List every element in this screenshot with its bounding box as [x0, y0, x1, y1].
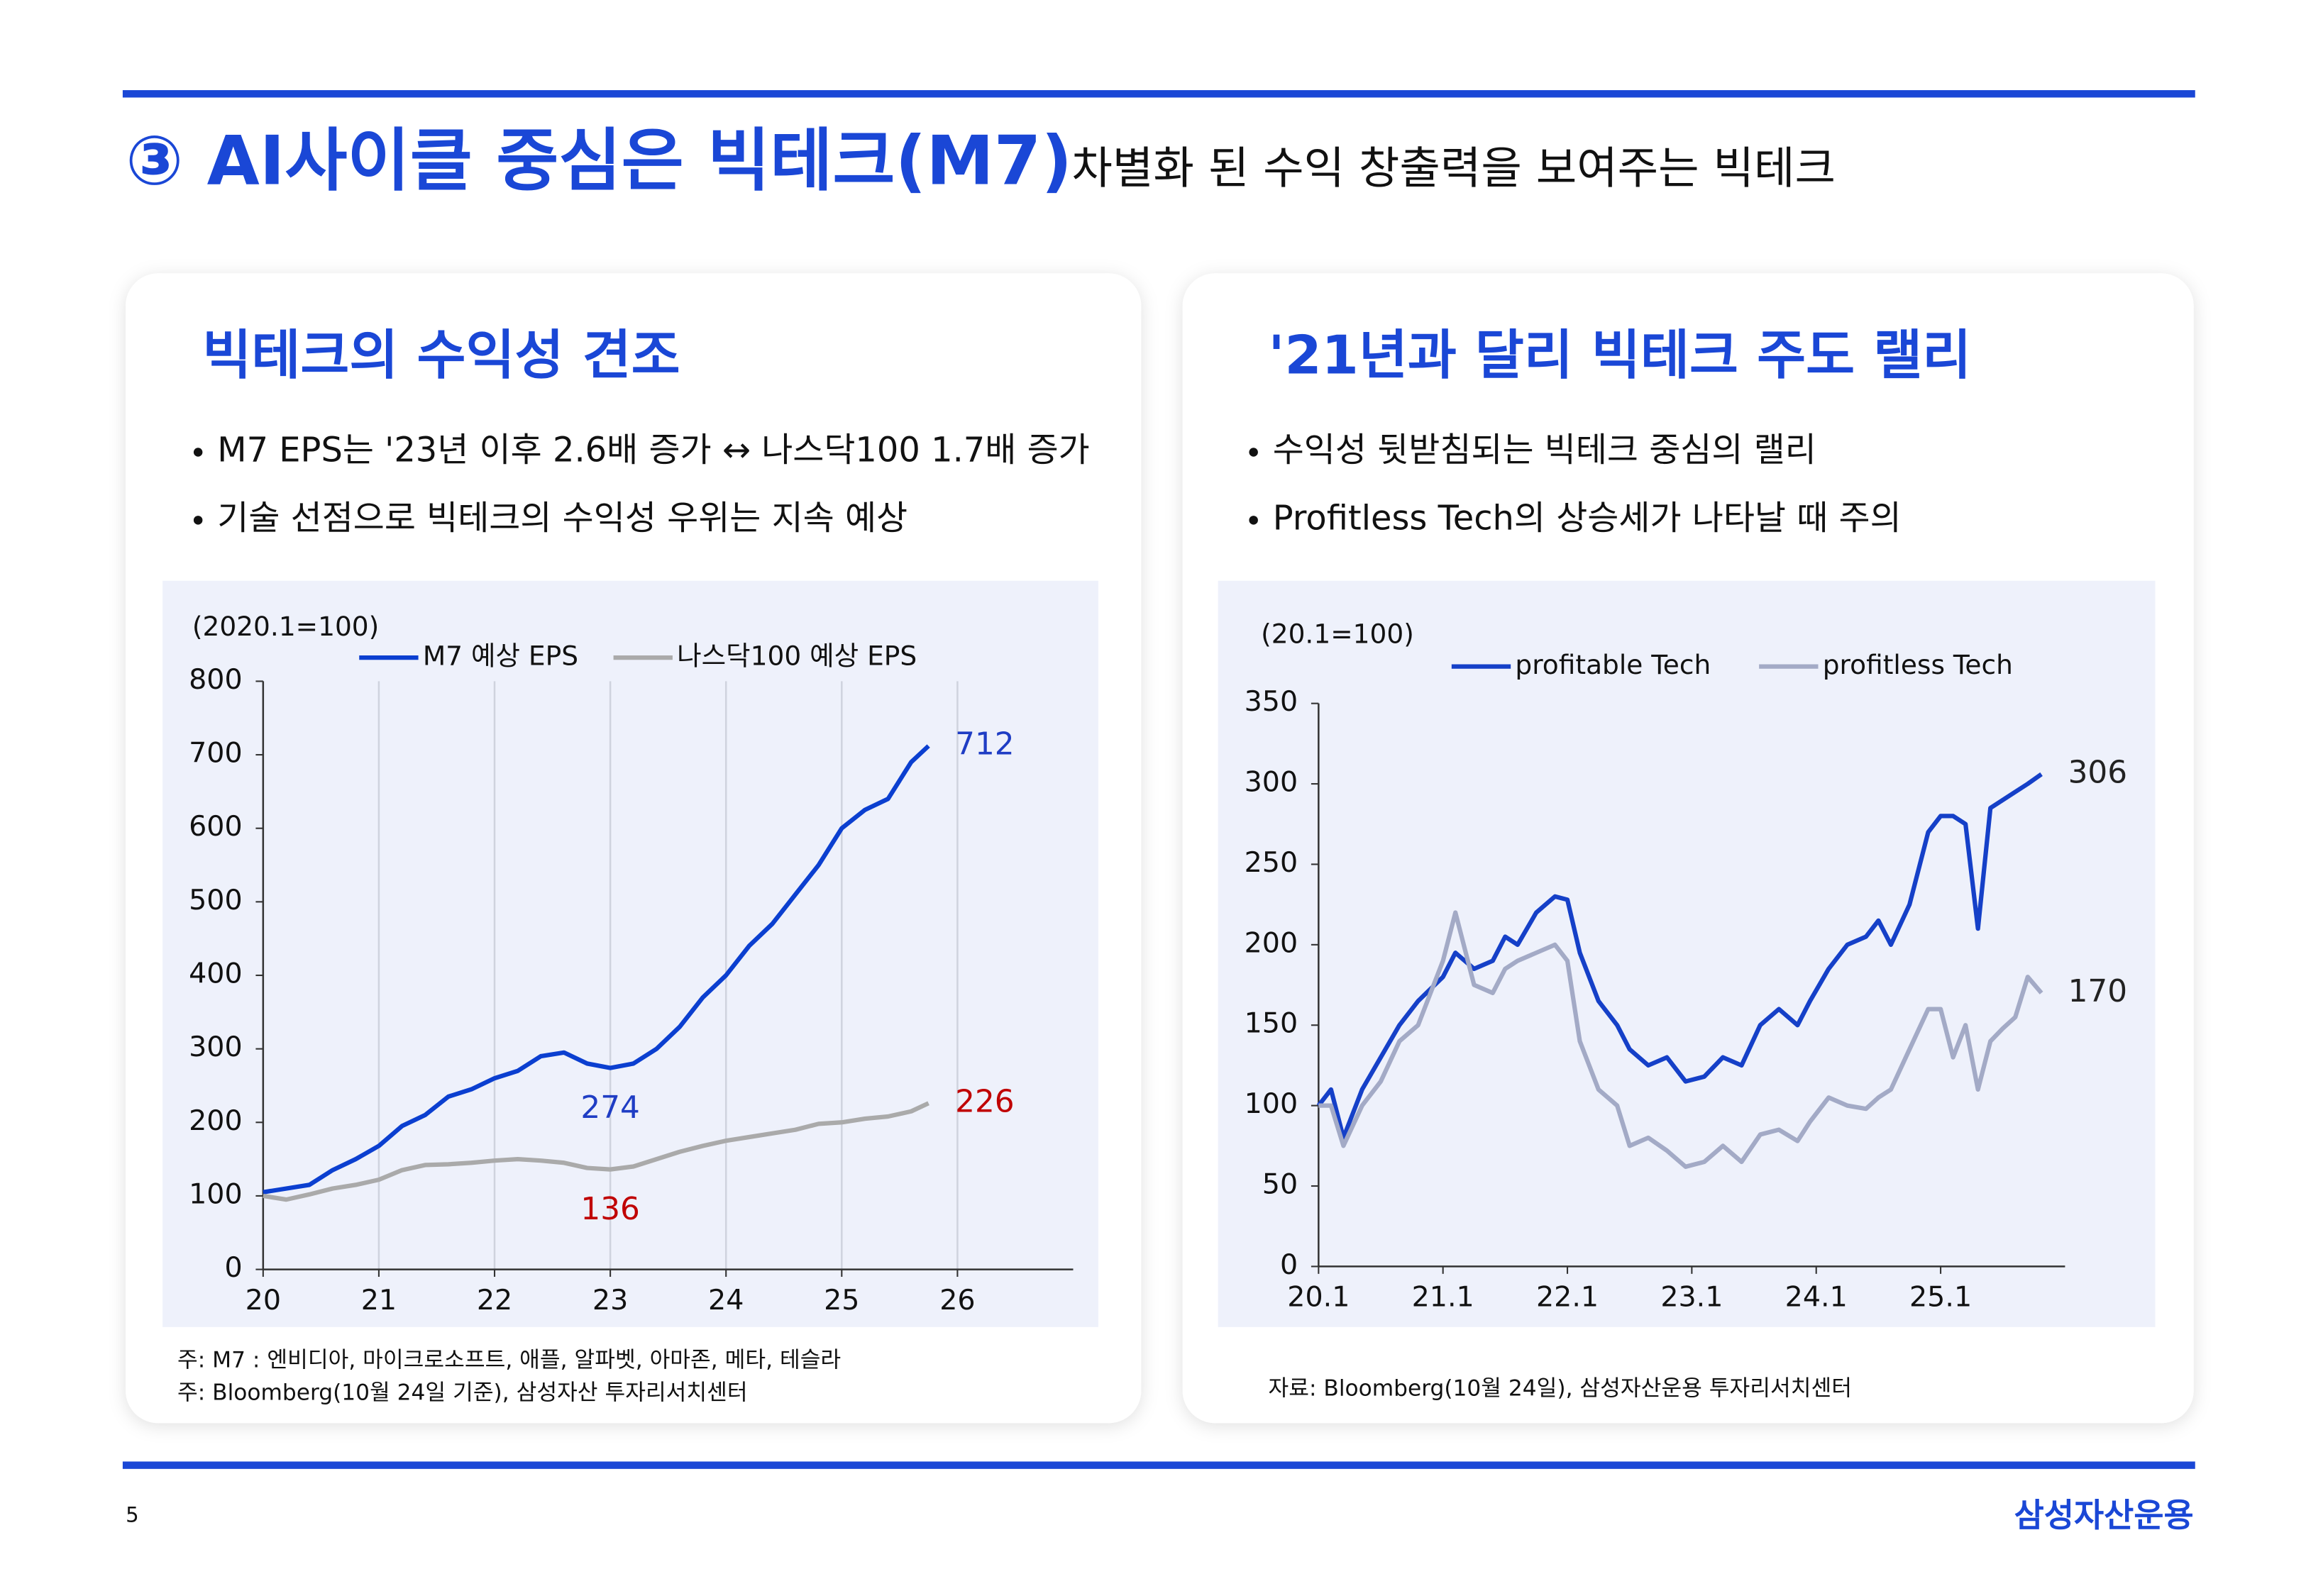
page-number: 5 [126, 1503, 139, 1527]
y-tick-label: 100 [1245, 1087, 1298, 1120]
y-tick-label: 400 [189, 958, 243, 990]
y-tick-label: 800 [189, 663, 243, 696]
x-tick-label: 23.1 [1660, 1281, 1723, 1314]
x-tick-label: 21.1 [1412, 1281, 1474, 1314]
legend-label: M7 예상 EPS [423, 641, 578, 672]
series-line [263, 744, 930, 1195]
bullet: 수익성 뒷받침되는 빅테크 중심의 랠리 [1273, 431, 1816, 470]
source-note: 자료: Bloomberg(10월 24일), 삼성자산운용 투자리서치센터 [1269, 1375, 1852, 1401]
y-tick-label: 200 [189, 1104, 243, 1137]
y-tick-label: 300 [1245, 766, 1298, 799]
x-tick-label: 26 [939, 1284, 975, 1317]
bullet: Profitless Tech의 상승세가 나타날 때 주의 [1273, 499, 1902, 538]
y-tick-label: 600 [189, 810, 243, 843]
top-rule [122, 90, 2195, 98]
y-tick-label: 250 [1245, 846, 1298, 879]
logo: 삼성자산운용 [2014, 1496, 2194, 1534]
data-label: 274 [580, 1090, 640, 1126]
bullet: M7 EPS는 '23년 이후 2.6배 증가 ↔ 나스닥100 1.7배 증가 [217, 431, 1089, 470]
series-line [1318, 910, 2043, 1169]
chart-background [162, 580, 1098, 1327]
y-tick-label: 300 [189, 1031, 243, 1063]
x-tick-label: 20.1 [1287, 1281, 1350, 1314]
y-tick-label: 0 [1280, 1248, 1298, 1281]
legend-label: 나스닥100 예상 EPS [677, 641, 917, 672]
data-label: 226 [955, 1083, 1015, 1119]
slide-subtitle: 차별화 된 수익 창출력을 보여주는 빅테크 [1071, 143, 1836, 194]
x-tick-label: 23 [592, 1284, 628, 1317]
x-tick-label: 22 [477, 1284, 512, 1317]
bullet-dot [193, 448, 203, 457]
series-line [1316, 772, 2043, 1141]
data-label: 306 [2068, 754, 2128, 790]
slide-title: ③ AI사이클 중심은 빅테크(M7) [126, 121, 1072, 201]
x-tick-label: 25.1 [1909, 1281, 1972, 1314]
bottom-rule [122, 1461, 2195, 1469]
data-label: 136 [580, 1191, 640, 1227]
legend-label: profitable Tech [1515, 649, 1711, 680]
y-tick-label: 500 [189, 884, 243, 916]
bullet-dot [193, 516, 203, 525]
y-tick-label: 700 [189, 737, 243, 770]
unit-label: (20.1=100) [1261, 618, 1414, 649]
y-tick-label: 50 [1262, 1168, 1298, 1201]
panel-heading: 빅테크의 수익성 견조 [202, 324, 680, 387]
panel-heading: '21년과 달리 빅테크 주도 랠리 [1269, 324, 1972, 387]
source-note: 주: Bloomberg(10월 24일 기준), 삼성자산 투자리서치센터 [177, 1380, 748, 1406]
x-tick-label: 20 [246, 1284, 281, 1317]
x-tick-label: 24 [708, 1284, 744, 1317]
x-tick-label: 22.1 [1536, 1281, 1599, 1314]
x-tick-label: 24.1 [1785, 1281, 1848, 1314]
series-line [263, 1101, 929, 1202]
legend-label: profitless Tech [1823, 649, 2013, 680]
y-tick-label: 0 [224, 1251, 242, 1284]
source-note: 주: M7 : 엔비디아, 마이크로소프트, 애플, 알파벳, 아마존, 메타,… [177, 1348, 841, 1373]
data-label: 712 [955, 726, 1015, 763]
y-tick-label: 350 [1245, 685, 1298, 718]
y-tick-label: 100 [189, 1177, 243, 1210]
y-tick-label: 200 [1245, 926, 1298, 959]
bullet: 기술 선점으로 빅테크의 수익성 우위는 지속 예상 [217, 499, 907, 538]
chart-background [1218, 580, 2156, 1327]
x-tick-label: 25 [824, 1284, 859, 1317]
bullet-dot [1249, 448, 1258, 457]
unit-label: (2020.1=100) [192, 611, 379, 642]
bullet-dot [1249, 516, 1258, 525]
x-tick-label: 21 [361, 1284, 397, 1317]
data-label: 170 [2068, 973, 2128, 1009]
y-tick-label: 150 [1245, 1007, 1298, 1040]
